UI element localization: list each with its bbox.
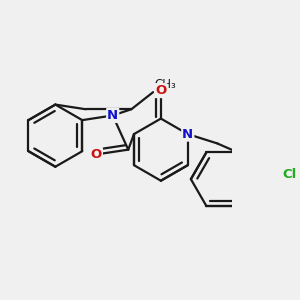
Text: Cl: Cl — [282, 168, 297, 181]
Text: N: N — [182, 128, 193, 141]
Text: N: N — [107, 109, 118, 122]
Text: O: O — [155, 84, 166, 97]
Text: O: O — [91, 148, 102, 161]
Text: CH₃: CH₃ — [154, 78, 176, 91]
